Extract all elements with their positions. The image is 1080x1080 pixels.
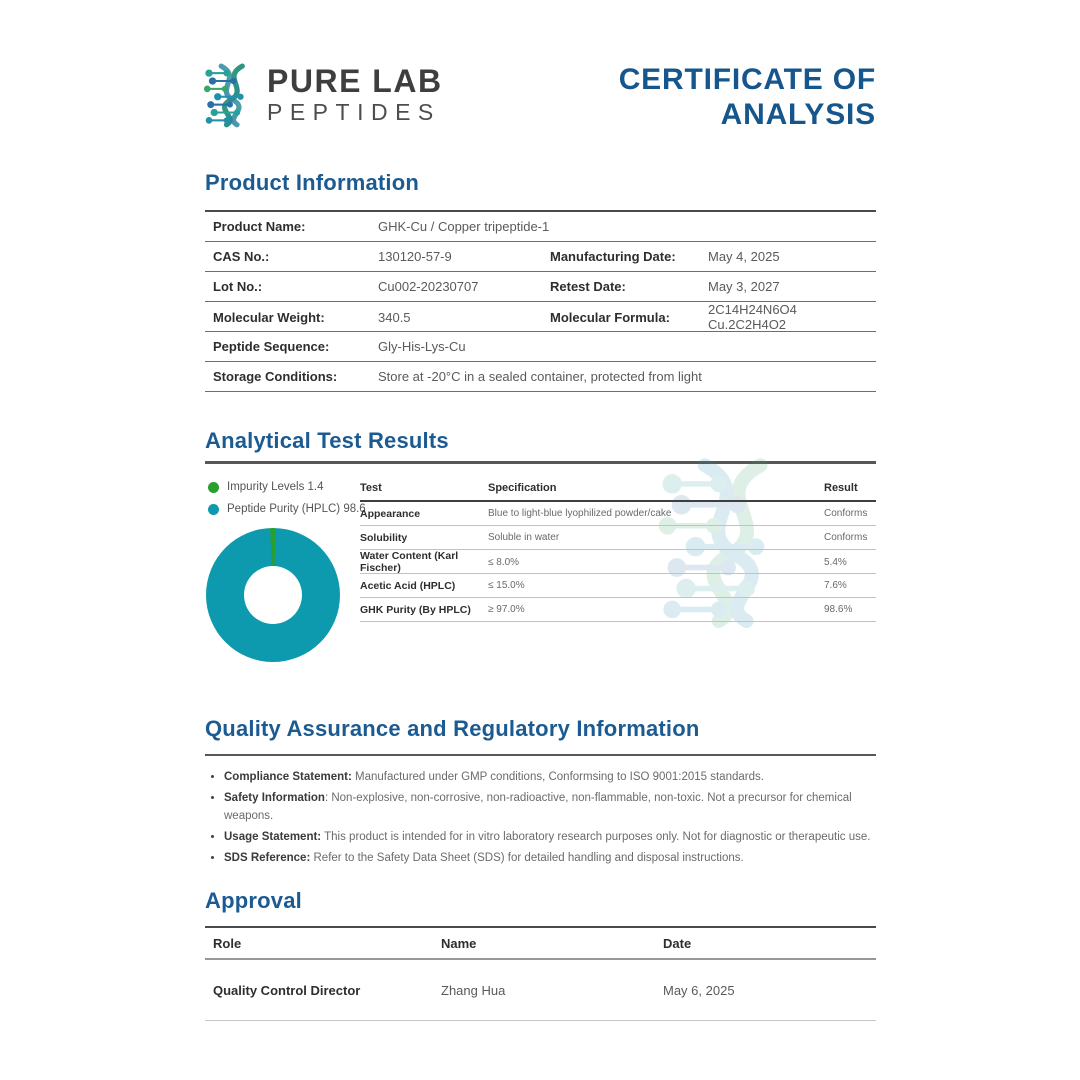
field-label: Manufacturing Date: bbox=[550, 249, 676, 264]
test-name: GHK Purity (By HPLC) bbox=[360, 603, 471, 616]
section-divider bbox=[205, 754, 876, 756]
column-header: Date bbox=[663, 935, 692, 951]
legend-label: Peptide Purity (HPLC) 98.6 bbox=[227, 503, 366, 515]
table-row: Quality Control Director Zhang Hua May 6… bbox=[205, 960, 876, 1021]
statement-text: Refer to the Safety Data Sheet (SDS) for… bbox=[310, 851, 744, 864]
statement-text: Manufactured under GMP conditions, Confo… bbox=[351, 771, 764, 783]
field-value: 130120-57-9 bbox=[378, 249, 452, 264]
table-row: Acetic Acid (HPLC) ≤ 15.0% 7.6% bbox=[360, 574, 876, 598]
field-value: Store at -20°C in a sealed container, pr… bbox=[378, 369, 702, 384]
field-value: Gly-His-Lys-Cu bbox=[378, 339, 466, 354]
table-row: CAS No.: 130120-57-9 Manufacturing Date:… bbox=[205, 242, 876, 272]
statement-label: Compliance Statement: bbox=[224, 771, 352, 783]
table-row: Storage Conditions: Store at -20°C in a … bbox=[205, 362, 876, 392]
brand-name-line1: PURE LAB bbox=[267, 62, 443, 99]
test-specification: ≤ 8.0% bbox=[488, 556, 520, 568]
approval-date: May 6, 2025 bbox=[663, 982, 735, 998]
field-label: Lot No.: bbox=[213, 279, 263, 294]
product-information-heading: Product Information bbox=[205, 170, 420, 195]
legend-dot-teal bbox=[208, 503, 219, 515]
test-specification: ≤ 15.0% bbox=[488, 580, 525, 591]
table-row: Peptide Sequence: Gly-His-Lys-Cu bbox=[205, 332, 876, 362]
field-value: May 4, 2025 bbox=[708, 249, 780, 264]
brand-name-line2: PEPTIDES bbox=[267, 98, 441, 125]
analytical-results-table: Test Specification Result Appearance Blu… bbox=[360, 476, 876, 622]
statement-label: Usage Statement: bbox=[224, 830, 322, 843]
test-result: 5.4% bbox=[824, 556, 847, 568]
field-label: Retest Date: bbox=[550, 279, 626, 294]
quality-assurance-heading: Quality Assurance and Regulatory Informa… bbox=[205, 716, 700, 741]
purity-donut-chart bbox=[206, 528, 340, 662]
document-title: CERTIFICATE OF ANALYSIS bbox=[619, 62, 876, 132]
legend-item: Impurity Levels 1.4 bbox=[208, 481, 366, 493]
column-header: Test bbox=[360, 482, 382, 494]
table-row: Appearance Blue to light-blue lyophilize… bbox=[360, 502, 876, 526]
legend-label: Impurity Levels 1.4 bbox=[227, 481, 324, 493]
field-label: Peptide Sequence: bbox=[213, 339, 330, 354]
field-value: GHK-Cu / Copper tripeptide-1 bbox=[378, 219, 550, 234]
statement-text: This product is intended for in vitro la… bbox=[321, 830, 871, 843]
field-label: Storage Conditions: bbox=[213, 369, 338, 384]
field-label: CAS No.: bbox=[213, 249, 270, 264]
table-row: GHK Purity (By HPLC) ≥ 97.0% 98.6% bbox=[360, 598, 876, 622]
approver-role: Quality Control Director bbox=[213, 982, 361, 998]
column-header: Role bbox=[213, 935, 242, 951]
test-specification: Soluble in water bbox=[488, 532, 560, 543]
test-result: 98.6% bbox=[824, 604, 853, 615]
field-label: Product Name: bbox=[213, 219, 306, 234]
document-title-line2: ANALYSIS bbox=[720, 98, 876, 132]
list-item: SDS Reference: Refer to the Safety Data … bbox=[224, 849, 900, 868]
column-header: Specification bbox=[488, 482, 557, 494]
test-name: Solubility bbox=[360, 531, 408, 544]
approval-table: Role Name Date Quality Control Director … bbox=[205, 926, 876, 1021]
test-result: Conforms bbox=[824, 508, 868, 519]
brand-wordmark: PURE LAB PEPTIDES bbox=[267, 62, 443, 125]
analytical-results-heading: Analytical Test Results bbox=[205, 428, 449, 453]
legend-item: Peptide Purity (HPLC) 98.6 bbox=[208, 503, 366, 515]
legend-dot-green bbox=[208, 481, 219, 493]
approver-name: Zhang Hua bbox=[441, 982, 506, 998]
document-title-line1: CERTIFICATE OF bbox=[618, 63, 876, 96]
test-result: 7.6% bbox=[824, 580, 847, 591]
column-header: Name bbox=[441, 935, 477, 951]
field-value: May 3, 2027 bbox=[708, 279, 780, 294]
chart-legend: Impurity Levels 1.4 Peptide Purity (HPLC… bbox=[208, 481, 366, 525]
table-row: Water Content (Karl Fischer) ≤ 8.0% 5.4% bbox=[360, 550, 876, 574]
test-specification: ≥ 97.0% bbox=[488, 604, 525, 615]
table-row: Solubility Soluble in water Conforms bbox=[360, 526, 876, 550]
product-information-table: Product Name: GHK-Cu / Copper tripeptide… bbox=[205, 210, 876, 392]
statement-text: : Non-explosive, non-corrosive, non-radi… bbox=[224, 791, 852, 823]
approval-heading: Approval bbox=[205, 888, 302, 913]
table-header-row: Test Specification Result bbox=[360, 476, 876, 502]
column-header: Result bbox=[824, 482, 858, 494]
statement-label: Safety Information bbox=[224, 791, 325, 804]
table-row: Product Name: GHK-Cu / Copper tripeptide… bbox=[205, 212, 876, 242]
test-specification: Blue to light-blue lyophilized powder/ca… bbox=[488, 508, 672, 519]
field-value: 340.5 bbox=[378, 309, 411, 325]
table-row: Lot No.: Cu002-20230707 Retest Date: May… bbox=[205, 272, 876, 302]
quality-assurance-list: Compliance Statement: Manufactured under… bbox=[208, 768, 900, 869]
list-item: Usage Statement: This product is intende… bbox=[224, 828, 900, 847]
dna-helix-icon bbox=[203, 63, 245, 128]
table-header-row: Role Name Date bbox=[205, 928, 876, 960]
field-value: 2C14H24N6O4 Cu.2C2H4O2 bbox=[708, 302, 797, 332]
brand-logo: PURE LAB PEPTIDES bbox=[202, 60, 443, 130]
test-name: Appearance bbox=[360, 507, 421, 520]
field-label: Molecular Formula: bbox=[550, 309, 670, 325]
test-result: Conforms bbox=[824, 532, 868, 543]
field-value: Cu002-20230707 bbox=[378, 279, 479, 294]
section-divider bbox=[205, 461, 876, 464]
field-label: Molecular Weight: bbox=[213, 309, 325, 325]
list-item: Safety Information: Non-explosive, non-c… bbox=[224, 789, 900, 826]
test-name: Acetic Acid (HPLC) bbox=[360, 579, 456, 592]
list-item: Compliance Statement: Manufactured under… bbox=[224, 768, 900, 787]
statement-label: SDS Reference: bbox=[224, 851, 311, 864]
test-name: Water Content (Karl Fischer) bbox=[360, 550, 459, 574]
table-row: Molecular Weight: 340.5 Molecular Formul… bbox=[205, 302, 876, 332]
